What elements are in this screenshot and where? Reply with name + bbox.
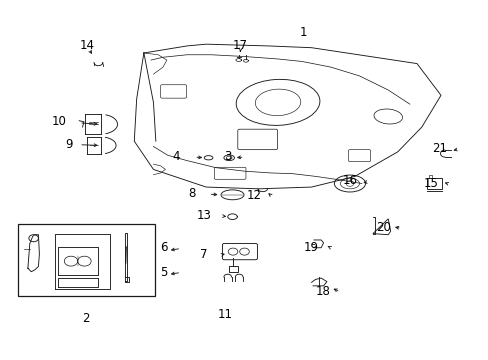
Text: 15: 15 [423,177,438,190]
Text: 1: 1 [299,26,306,39]
Text: 2: 2 [82,312,90,325]
Text: 18: 18 [315,285,330,298]
Text: 13: 13 [196,209,211,222]
Text: 10: 10 [52,115,66,128]
Text: 14: 14 [80,40,95,53]
Text: 12: 12 [246,189,261,202]
Text: 20: 20 [375,221,390,234]
Text: 17: 17 [232,40,247,53]
Text: 7: 7 [200,248,207,261]
Text: 8: 8 [188,187,195,200]
Text: 4: 4 [172,149,180,162]
Text: 9: 9 [65,138,72,151]
Text: 11: 11 [217,308,232,321]
Text: 16: 16 [342,174,357,187]
Text: 19: 19 [304,240,319,253]
Text: 6: 6 [160,240,167,253]
Text: 3: 3 [224,149,231,162]
Text: 5: 5 [160,266,167,279]
Text: 21: 21 [432,142,447,155]
